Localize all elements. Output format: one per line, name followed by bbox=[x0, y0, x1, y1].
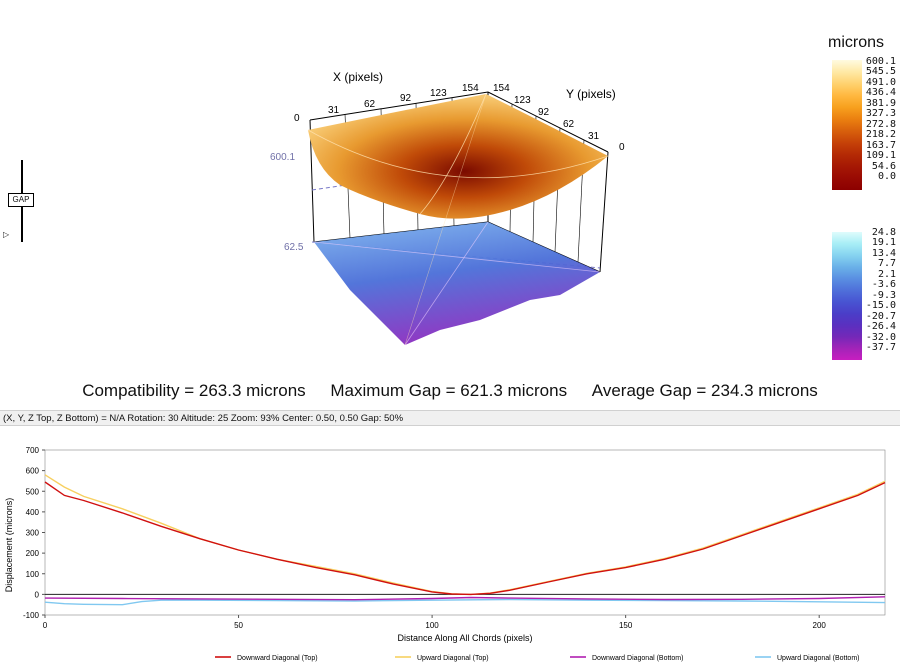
y-tick-label: 200 bbox=[26, 549, 40, 558]
colorbar-tick-label: 0.0 bbox=[877, 170, 896, 182]
avg-gap-stat: Average Gap = 234.3 microns bbox=[591, 381, 818, 400]
x-tick: 154 bbox=[462, 83, 479, 94]
colorbar-tick-label: 109.1 bbox=[865, 150, 896, 162]
colorbar-tick-label: 545.5 bbox=[865, 66, 896, 78]
y-tick: 92 bbox=[538, 107, 550, 118]
y-tick-label: 300 bbox=[26, 529, 40, 538]
top-surface bbox=[308, 94, 608, 219]
colorbar-top-labels: 600.1 545.5 491.0 436.4 381.9 327.3 272.8 218.2… bbox=[852, 56, 896, 182]
colorbar-bottom-gradient bbox=[832, 232, 862, 360]
y-tick-label: 700 bbox=[26, 446, 40, 455]
gap-slider[interactable]: GAP ▷ bbox=[3, 160, 36, 242]
series-line-0 bbox=[44, 481, 886, 596]
x-axis-label: X (pixels) bbox=[333, 70, 383, 84]
z-bottom-label: 62.5 bbox=[284, 242, 304, 253]
y-tick-label: 600 bbox=[26, 467, 40, 476]
legend-label: Downward Diagonal (Bottom) bbox=[592, 655, 683, 662]
y-axis-title: Displacement (microns) bbox=[4, 498, 14, 593]
colorbar-tick-label: -20.7 bbox=[865, 310, 896, 322]
colorbar-tick-label: 163.7 bbox=[865, 139, 896, 151]
z-top-label: 600.1 bbox=[270, 152, 295, 163]
colorbar-tick-label: -37.7 bbox=[865, 341, 896, 353]
x-axis-title: Distance Along All Chords (pixels) bbox=[397, 633, 532, 643]
colorbar-tick-label: 218.2 bbox=[865, 129, 896, 141]
y-tick-label: 400 bbox=[26, 508, 40, 517]
series-line-2 bbox=[44, 596, 886, 601]
colorbar-tick-label: 13.4 bbox=[871, 247, 896, 259]
bottom-surface bbox=[314, 222, 600, 345]
colorbar-tick-label: 7.7 bbox=[877, 258, 896, 270]
colorbar-tick-label: 19.1 bbox=[871, 237, 896, 249]
status-bar: (X, Y, Z Top, Z Bottom) = N/A Rotation: … bbox=[0, 410, 900, 426]
plot-area bbox=[44, 449, 886, 616]
y-tick-label: 500 bbox=[26, 487, 40, 496]
colorbar-tick-label: 436.4 bbox=[865, 87, 896, 99]
colorbar-tick-label: -9.3 bbox=[871, 289, 896, 301]
colorbar-tick-label: -15.0 bbox=[865, 300, 896, 312]
x-tick-label: 200 bbox=[813, 621, 827, 630]
x-tick-label: 150 bbox=[619, 621, 633, 630]
x-tick: 31 bbox=[328, 105, 340, 116]
stats-line: Compatibility = 263.3 microns Maximum Ga… bbox=[0, 381, 900, 401]
x-tick-label: 0 bbox=[43, 621, 48, 630]
colorbar-tick-label: 600.1 bbox=[865, 56, 896, 67]
colorbar-tick-label: 381.9 bbox=[865, 97, 896, 109]
colorbar-tick-label: 327.3 bbox=[865, 108, 896, 120]
colorbar-units-label: microns bbox=[828, 34, 885, 51]
y-tick-label: -100 bbox=[23, 611, 40, 620]
x-tick: 123 bbox=[430, 88, 447, 99]
surface-3d-view[interactable]: X (pixels) Y (pixels) 0 31 62 92 123 154… bbox=[250, 60, 640, 360]
colorbar-tick-label: -32.0 bbox=[865, 331, 896, 343]
y-tick: 154 bbox=[493, 83, 510, 94]
y-axis-label: Y (pixels) bbox=[566, 87, 616, 101]
y-tick-label: 0 bbox=[35, 590, 40, 599]
colorbar-tick-label: -3.6 bbox=[871, 279, 896, 291]
colorbar-tick-label: 54.6 bbox=[871, 160, 896, 172]
colorbar-tick-label: -26.4 bbox=[865, 321, 896, 333]
series-line-1 bbox=[44, 474, 886, 596]
y-tick-label: 100 bbox=[26, 570, 40, 579]
x-tick-labels: 0 31 62 92 123 154 bbox=[294, 83, 479, 124]
x-tick-label: 50 bbox=[234, 621, 243, 630]
gap-slider-thumb[interactable]: GAP bbox=[8, 193, 34, 207]
legend-label: Upward Diagonal (Bottom) bbox=[777, 655, 859, 662]
x-tick: 62 bbox=[364, 99, 376, 110]
colorbar-top-gradient bbox=[832, 60, 862, 190]
colorbar-tick-label: 2.1 bbox=[877, 268, 896, 280]
series-line-3 bbox=[44, 598, 886, 606]
y-tick-labels: 154 123 92 62 31 0 bbox=[493, 83, 625, 153]
x-tick: 0 bbox=[294, 113, 300, 124]
colorbar-tick-label: 24.8 bbox=[871, 227, 896, 238]
legend-label: Upward Diagonal (Top) bbox=[417, 655, 489, 662]
profile-chart[interactable]: Displacement (microns) Distance Along Al… bbox=[0, 430, 900, 667]
max-gap-stat: Maximum Gap = 621.3 microns bbox=[330, 381, 568, 400]
compatibility-stat: Compatibility = 263.3 microns bbox=[82, 381, 306, 400]
y-tick: 0 bbox=[619, 142, 625, 153]
y-tick: 123 bbox=[514, 95, 531, 106]
play-arrow-icon[interactable]: ▷ bbox=[3, 230, 10, 239]
x-tick-label: 100 bbox=[425, 621, 439, 630]
colorbar-tick-label: 491.0 bbox=[865, 76, 896, 88]
x-tick: 92 bbox=[400, 93, 412, 104]
y-tick: 31 bbox=[588, 131, 600, 142]
y-tick: 62 bbox=[563, 119, 575, 130]
colorbar-tick-label: 272.8 bbox=[865, 118, 896, 130]
colorbar-bottom-labels: 24.8 19.1 13.4 7.7 2.1 -3.6 -9.3 -15.0 -20.7 -26.… bbox=[852, 227, 896, 353]
legend-label: Downward Diagonal (Top) bbox=[237, 655, 318, 662]
